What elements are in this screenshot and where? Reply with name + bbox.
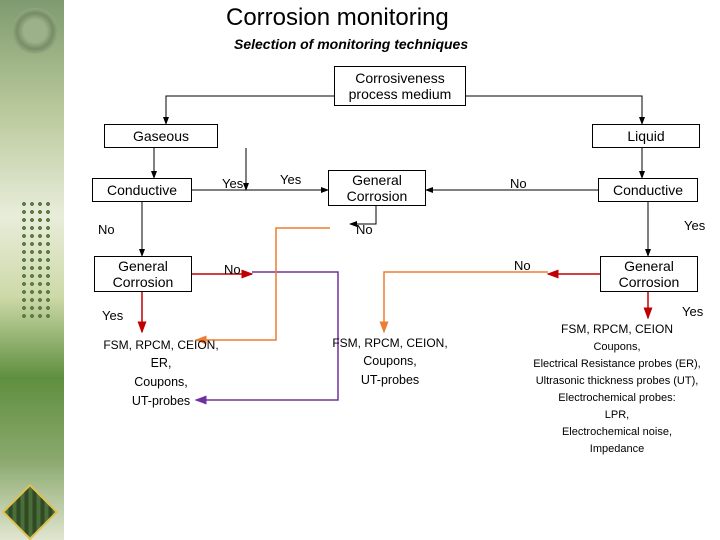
node-label: Conductive: [613, 182, 683, 198]
page-subtitle: Selection of monitoring techniques: [234, 36, 468, 52]
node-general-corrosion-left: General Corrosion: [94, 256, 192, 292]
result-right: FSM, RPCM, CEION Coupons,Electrical Resi…: [514, 320, 720, 458]
edge-label-yes: Yes: [682, 304, 703, 319]
edge-label-no: No: [224, 262, 241, 277]
edge-label-yes: Yes: [280, 172, 301, 187]
result-left: FSM, RPCM, CEION, ER,Coupons,UT-probes: [76, 336, 246, 410]
node-label: General Corrosion: [607, 258, 691, 290]
edge-label-yes: Yes: [684, 218, 705, 233]
edge-label-no: No: [510, 176, 527, 191]
result-lines: ER,Coupons,UT-probes: [76, 354, 246, 410]
result-header: FSM, RPCM, CEION,: [76, 336, 246, 354]
node-general-corrosion-mid: General Corrosion: [328, 170, 426, 206]
node-label: General Corrosion: [101, 258, 185, 290]
result-line: Coupons,: [280, 352, 500, 371]
edge-label-yes: Yes: [102, 308, 123, 323]
result-line: Coupons,: [514, 339, 720, 356]
result-line: ER,: [76, 354, 246, 373]
result-header: FSM, RPCM, CEION: [514, 320, 720, 339]
result-mid: FSM, RPCM, CEION, Coupons,UT-probes: [280, 334, 500, 390]
sidebar-dots-graphic: [20, 200, 50, 320]
edge-label-no: No: [356, 222, 373, 237]
result-line: Ultrasonic thickness probes (UT),: [514, 373, 720, 390]
result-lines: Coupons,UT-probes: [280, 352, 500, 390]
edge-label-no: No: [98, 222, 115, 237]
result-line: UT-probes: [76, 392, 246, 411]
sidebar-ring-graphic: [12, 8, 58, 54]
decorative-sidebar: [0, 0, 70, 540]
result-line: Electrochemical probes:: [514, 390, 720, 407]
node-corrosiveness: Corrosiveness process medium: [334, 66, 466, 106]
node-gaseous: Gaseous: [104, 124, 218, 148]
edge-label-no: No: [514, 258, 531, 273]
node-label: General Corrosion: [335, 172, 419, 204]
node-label: Conductive: [107, 182, 177, 198]
node-label: Corrosiveness process medium: [341, 70, 459, 102]
node-label: Gaseous: [133, 128, 189, 144]
node-conductive-left: Conductive: [92, 178, 192, 202]
node-liquid: Liquid: [592, 124, 700, 148]
sidebar-diamond-logo: [2, 484, 59, 540]
node-general-corrosion-right: General Corrosion: [600, 256, 698, 292]
result-lines: Coupons,Electrical Resistance probes (ER…: [514, 339, 720, 458]
node-conductive-right: Conductive: [598, 178, 698, 202]
result-line: LPR,: [514, 407, 720, 424]
page-title: Corrosion monitoring: [226, 4, 449, 32]
edge-label-yes: Yes: [222, 176, 243, 191]
result-line: Coupons,: [76, 373, 246, 392]
result-line: Electrical Resistance probes (ER),: [514, 356, 720, 373]
node-label: Liquid: [627, 128, 664, 144]
result-line: Electrochemical noise,: [514, 424, 720, 441]
diagram-canvas: Corrosion monitoring Selection of monito…: [76, 0, 720, 540]
result-line: Impedance: [514, 441, 720, 458]
result-header: FSM, RPCM, CEION,: [280, 334, 500, 352]
result-line: UT-probes: [280, 371, 500, 390]
